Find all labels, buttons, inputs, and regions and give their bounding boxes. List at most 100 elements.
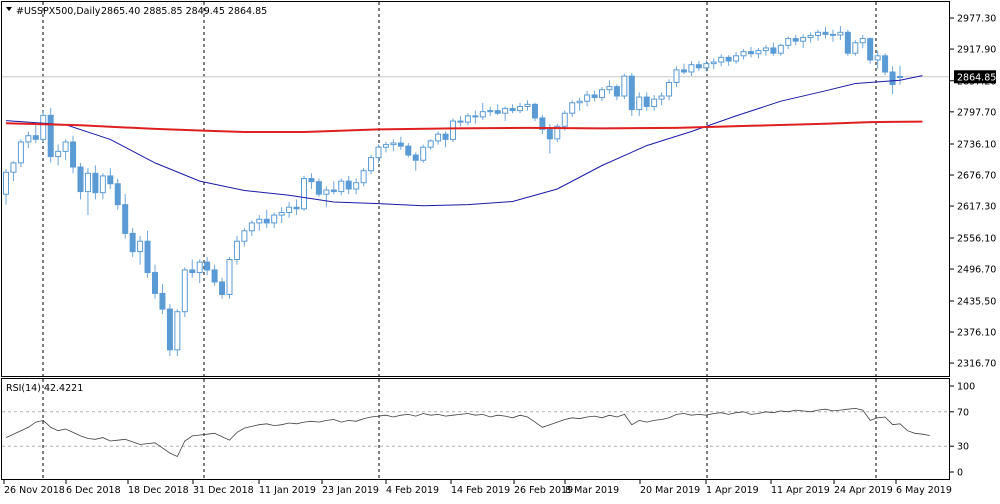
candle-bearish: [189, 269, 196, 274]
candle-bearish: [166, 308, 173, 351]
candle-bearish: [770, 47, 777, 54]
rsi-tick-label: 100: [957, 382, 975, 393]
candle-bearish: [539, 117, 546, 130]
candle-bearish: [405, 145, 412, 156]
candle-bearish: [308, 178, 315, 183]
candle-bearish: [867, 38, 874, 61]
candle-bullish: [301, 178, 307, 210]
price-tick-label: 2556.10: [957, 234, 996, 245]
rsi-line: [5, 407, 930, 458]
candle-bullish: [84, 172, 91, 193]
rsi-axis: 100 70 30 0: [950, 382, 975, 479]
candle-bearish: [159, 292, 166, 310]
candle-bullish: [382, 144, 389, 148]
candle-bullish: [710, 61, 717, 65]
candle-bearish: [204, 261, 211, 271]
time-tick-label: 8 Mar 2019: [565, 485, 619, 496]
candle-bullish: [807, 34, 814, 39]
candle-bearish: [680, 69, 687, 73]
candle-bullish: [569, 102, 576, 114]
candle-bullish: [10, 162, 17, 173]
time-tick-label: 26 Feb 2019: [514, 485, 573, 496]
candle-bullish: [450, 120, 456, 140]
candle-bullish: [375, 146, 382, 159]
candle-bullish: [420, 146, 427, 161]
candle-bullish: [606, 86, 613, 91]
candle-bullish: [524, 103, 531, 107]
rsi-tick-label: 0: [957, 468, 963, 479]
candle-bullish: [703, 63, 710, 69]
candle-bullish: [40, 114, 47, 140]
candle-bullish: [390, 142, 397, 146]
candle-bearish: [725, 56, 732, 62]
candle-bearish: [829, 33, 836, 36]
slow-moving-average-line: [5, 120, 923, 133]
candle-bearish: [509, 108, 516, 112]
candle-bearish: [457, 120, 464, 123]
candle-bullish: [323, 189, 330, 195]
candle-bearish: [748, 51, 754, 55]
candle-bullish: [718, 56, 725, 63]
candle-bullish: [561, 112, 568, 127]
candle-bearish: [792, 38, 799, 42]
candle-bullish: [226, 258, 233, 295]
candle-bullish: [621, 75, 628, 97]
candle-bearish: [122, 204, 129, 234]
candle-bearish: [211, 269, 218, 283]
candle-bullish: [286, 206, 293, 213]
time-tick-label: 31 Dec 2018: [193, 485, 254, 496]
time-tick-label: 11 Apr 2019: [771, 485, 830, 496]
candle-bearish: [472, 115, 479, 118]
candle-bearish: [591, 94, 598, 99]
candle-bearish: [412, 154, 419, 161]
candle-bearish: [92, 172, 99, 194]
rsi-tick-label: 30: [957, 442, 969, 453]
candle-bullish: [62, 141, 69, 152]
candle-bullish: [755, 50, 762, 55]
candle-bullish: [233, 240, 240, 260]
candle-bullish: [278, 211, 285, 216]
price-axis: 2977.302917.902857.202797.702736.102676.…: [950, 14, 996, 370]
candle-bearish: [897, 75, 903, 78]
dropdown-triangle-icon[interactable]: [6, 7, 12, 11]
candle-bearish: [882, 55, 889, 73]
candle-bearish: [494, 110, 501, 114]
candle-bearish: [47, 114, 54, 158]
candle-bearish: [643, 96, 650, 107]
time-tick-label: 14 Feb 2019: [451, 485, 510, 496]
candle-bullish: [271, 214, 278, 224]
candle-bullish: [435, 133, 442, 142]
candle-bearish: [219, 281, 226, 295]
candle-bullish: [241, 230, 248, 242]
candle-bullish: [584, 94, 591, 102]
time-axis: 26 Nov 2018 6 Dec 2018 18 Dec 2018 31 Dec 2…: [3, 480, 952, 496]
price-tick-label: 2977.30: [957, 14, 996, 25]
candle-bullish: [174, 311, 181, 351]
candle-bullish: [3, 171, 9, 195]
candle-bullish: [353, 182, 360, 190]
ohlc-values: 2865.40 2885.85 2849.45 2864.85: [101, 6, 267, 17]
candle-bullish: [464, 115, 471, 123]
candle-bullish: [554, 125, 561, 140]
candle-bearish: [345, 180, 352, 190]
price-tick-label: 2496.70: [957, 265, 996, 276]
rsi-label: RSI(14) 42.4221: [6, 383, 83, 394]
candle-bearish: [144, 240, 151, 274]
candle-bullish: [338, 180, 345, 193]
candle-bullish: [427, 140, 434, 148]
candle-bullish: [800, 37, 807, 42]
candle-bullish: [181, 269, 188, 313]
price-tick-label: 2736.10: [957, 140, 996, 151]
candle-bearish: [613, 86, 620, 97]
candle-bearish: [263, 218, 270, 224]
candle-bearish: [77, 166, 84, 193]
price-pane-frame: [1, 1, 950, 377]
candle-bearish: [889, 71, 896, 86]
candle-bullish: [740, 51, 747, 57]
candle-bullish: [360, 170, 367, 184]
fast-moving-average-line: [5, 75, 923, 207]
candle-bearish: [695, 64, 702, 69]
current-price-tag-bg: [954, 70, 996, 84]
